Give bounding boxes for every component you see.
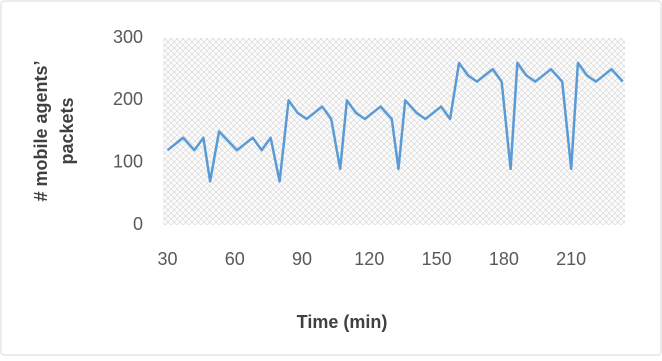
x-tick-label: 180 <box>489 249 519 269</box>
x-tick-label: 90 <box>292 249 312 269</box>
x-tick-label: 120 <box>354 249 384 269</box>
x-tick-label: 210 <box>556 249 586 269</box>
x-tick-label: 60 <box>225 249 245 269</box>
y-tick-label: 0 <box>133 214 143 234</box>
y-axis-title: packets <box>57 97 77 164</box>
x-tick-label: 150 <box>422 249 452 269</box>
data-line <box>166 61 624 183</box>
y-axis-title: # mobile agents’ <box>31 60 51 201</box>
x-axis-title: Time (min) <box>297 312 388 332</box>
y-tick-label: 100 <box>113 151 143 171</box>
y-tick-label: 300 <box>113 27 143 47</box>
x-tick-label: 30 <box>157 249 177 269</box>
y-tick-label: 200 <box>113 89 143 109</box>
